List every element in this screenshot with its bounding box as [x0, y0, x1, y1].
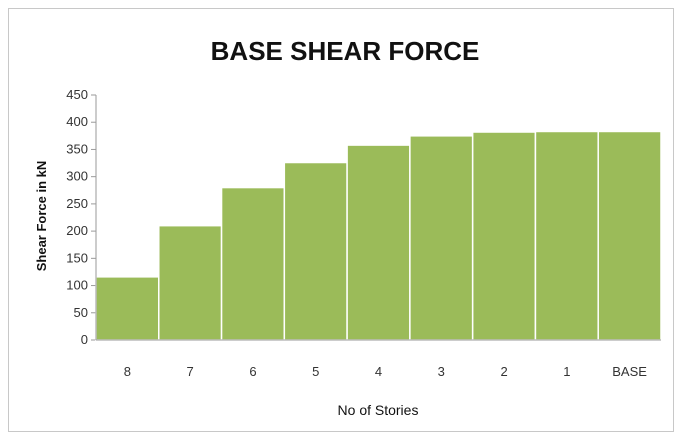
x-tick-label: 1: [563, 364, 570, 379]
bar-2: [471, 131, 537, 341]
y-tick-label: 400: [66, 114, 88, 129]
x-tick-label: 3: [438, 364, 445, 379]
bar-5: [283, 161, 348, 341]
x-axis-label: No of Stories: [338, 402, 419, 418]
y-tick-label: 100: [66, 278, 88, 293]
chart-title: BASE SHEAR FORCE: [211, 36, 480, 66]
bar-base: [597, 130, 662, 341]
x-axis-tick-labels: 8 7 6 5 4 3 2 1 BASE: [124, 364, 648, 379]
y-tick-label: 300: [66, 169, 88, 184]
y-axis-label: Shear Force in kN: [34, 161, 49, 272]
x-tick-label: 5: [312, 364, 319, 379]
y-tick-label: 50: [74, 305, 88, 320]
x-tick-label: 2: [500, 364, 507, 379]
x-tick-label: 6: [249, 364, 256, 379]
x-tick-label: BASE: [612, 364, 647, 379]
bar-3: [409, 135, 474, 341]
bar-8: [95, 276, 160, 341]
y-tick-label: 250: [66, 196, 88, 211]
bar-1: [534, 130, 599, 341]
y-tick-label: 350: [66, 141, 88, 156]
bars-group: [95, 130, 662, 341]
bar-7: [158, 224, 223, 341]
bar-6: [220, 186, 286, 341]
bar-4: [346, 144, 411, 341]
x-tick-label: 4: [375, 364, 382, 379]
x-tick-label: 7: [187, 364, 194, 379]
y-tick-label: 150: [66, 250, 88, 265]
y-tick-label: 0: [81, 332, 88, 347]
y-tick-label: 200: [66, 223, 88, 238]
y-tick-label: 450: [66, 87, 88, 102]
x-tick-label: 8: [124, 364, 131, 379]
y-axis-ticks: 0 50 100 150 200 250 300 350 400 450: [66, 87, 96, 347]
